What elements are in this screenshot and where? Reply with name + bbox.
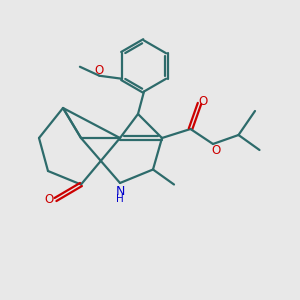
Text: O: O <box>44 193 53 206</box>
Text: O: O <box>95 64 104 77</box>
Text: O: O <box>199 95 208 108</box>
Text: O: O <box>212 143 220 157</box>
Text: H: H <box>116 194 124 205</box>
Text: N: N <box>115 185 125 198</box>
